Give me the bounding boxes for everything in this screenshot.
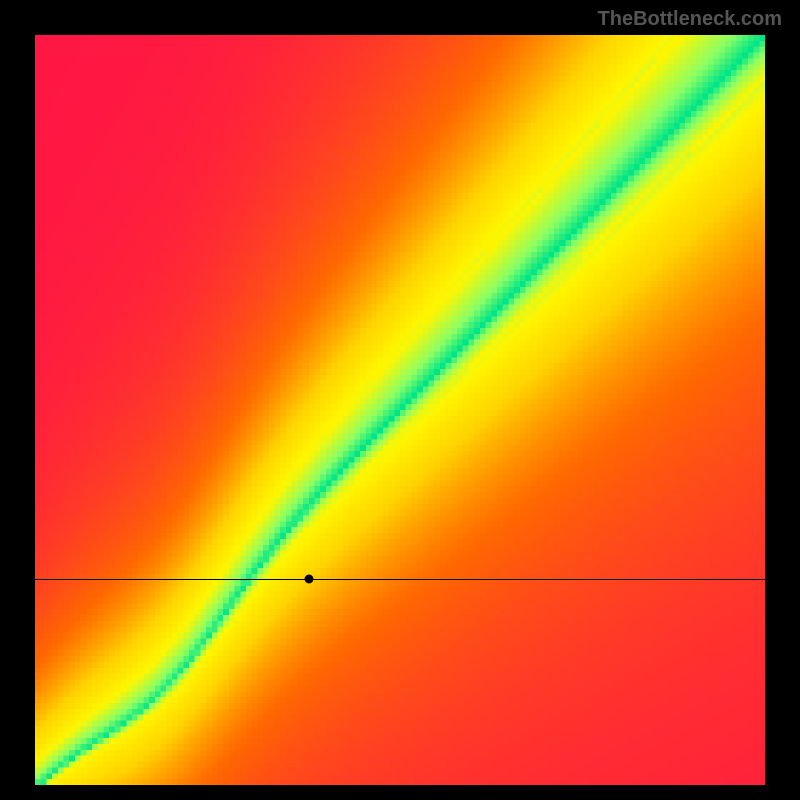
watermark-text: TheBottleneck.com — [598, 8, 782, 31]
heatmap-plot-area — [35, 35, 765, 785]
crosshair-vertical — [309, 785, 310, 800]
figure-root: TheBottleneck.com — [0, 0, 800, 800]
crosshair-horizontal — [35, 579, 765, 580]
heatmap-canvas — [35, 35, 765, 785]
crosshair-marker — [304, 574, 313, 583]
